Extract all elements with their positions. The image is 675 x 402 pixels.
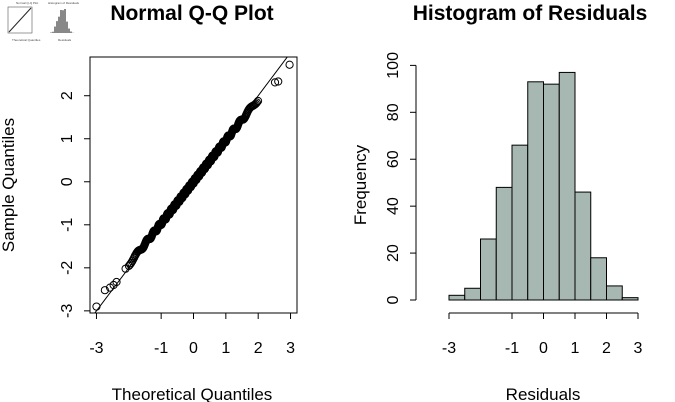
histogram-bar [527,81,544,301]
qq-x-tick-label: 0 [189,340,198,357]
qq-y-axis: -3 -2 -1 0 1 2 [59,91,90,318]
qq-point [251,99,260,108]
qq-y-tick-label: 1 [59,134,76,143]
histogram-y-axis: 0 20 40 60 80 100 [385,52,417,304]
histogram-bar [480,238,497,301]
thumbnail-right-title: Histogram of Residuals [48,1,80,5]
histogram-bar [464,287,481,301]
thumbnail-histogram-bar [60,9,62,33]
thumbnail-histogram-bar [64,9,66,33]
histogram-y-tick-label: 40 [385,197,402,215]
qq-y-tick-label: 2 [59,91,76,100]
histogram-bar [511,144,529,301]
histogram-x-tick-label: 1 [571,340,580,357]
histogram-bar [448,294,466,301]
qq-points [92,60,294,311]
qq-point [274,77,283,86]
histogram-x-axis: -3 -1 0 1 2 3 [442,312,643,357]
thumbnail-histogram-bar [56,21,58,33]
qq-y-label: Sample Quantiles [0,118,18,252]
thumbnail-qq-line [8,7,32,33]
histogram-x-tick-label: -1 [505,340,519,357]
qq-point [270,78,280,87]
histogram-y-tick-label: 20 [385,244,402,262]
thumbnail-histogram-bar [52,31,54,33]
qq-point [121,264,130,273]
histogram-bar [590,257,607,301]
qq-point [92,302,101,311]
histogram-bar [558,71,576,301]
qq-x-axis: -3 -1 0 1 2 3 [89,313,295,357]
histogram-y-tick-label: 0 [385,295,402,304]
qq-point [109,280,118,290]
histogram-x-tick-label: 3 [634,340,643,357]
qq-point [252,98,261,107]
thumbnail-histogram-bar [68,28,70,33]
histogram-title: Histogram of Residuals [413,2,648,25]
histogram-x-tick-label: 2 [602,340,611,357]
thumbnail-histogram [50,9,74,33]
histogram-x-tick-label: -3 [442,340,456,357]
qq-plot-panel: Normal Q-Q Plot -3 -2 -1 0 1 2 -3 -1 0 1 2 3 Theor… [0,2,298,402]
histogram-x-tick-label: 0 [539,340,548,357]
thumbnail-left-xlabel: Theoretical Quantiles [12,38,41,42]
qq-y-tick-label: -2 [59,261,76,275]
qq-point [253,96,263,106]
qq-y-tick-label: -1 [59,218,76,232]
histogram-y-label: Frequency [351,144,370,225]
thumbnail-histogram-bar [66,21,68,33]
thumbnail-preview: Normal Q-Q Plot Histogram of Residuals T… [7,1,80,42]
qq-y-tick-label: -3 [59,304,76,318]
histogram-y-tick-label: 60 [385,150,402,168]
histogram-bars [448,71,639,301]
histogram-bar [574,191,592,301]
qq-point [285,60,294,69]
qq-x-tick-label: 2 [254,340,263,357]
qq-x-label: Theoretical Quantiles [112,385,273,402]
qq-x-tick-label: -3 [89,340,103,357]
thumbnail-qq-frame [7,6,33,34]
histogram-bar [606,285,623,301]
histogram-bar [543,83,560,301]
thumbnail-left-title: Normal Q-Q Plot [16,1,38,5]
qq-point [112,277,121,287]
qq-y-tick-label: 0 [59,177,76,186]
thumbnail-histogram-bar [54,26,56,33]
thumbnail-right-xlabel: Residuals [58,38,72,42]
qq-x-tick-label: 1 [221,340,230,357]
histogram-bar [495,186,513,301]
histogram-y-tick-label: 100 [385,52,402,79]
thumbnail-histogram-bar [62,10,64,33]
qq-point [100,286,109,295]
qq-x-tick-label: -1 [154,340,168,357]
thumbnail-histogram-bar [70,31,72,33]
histogram-x-label: Residuals [506,385,581,402]
histogram-y-tick-label: 80 [385,103,402,121]
qq-point [249,101,258,110]
qq-plot-title: Normal Q-Q Plot [110,2,273,25]
histogram-bar [621,297,639,301]
qq-x-tick-label: 3 [286,340,295,357]
thumbnail-histogram-bar [58,16,60,33]
